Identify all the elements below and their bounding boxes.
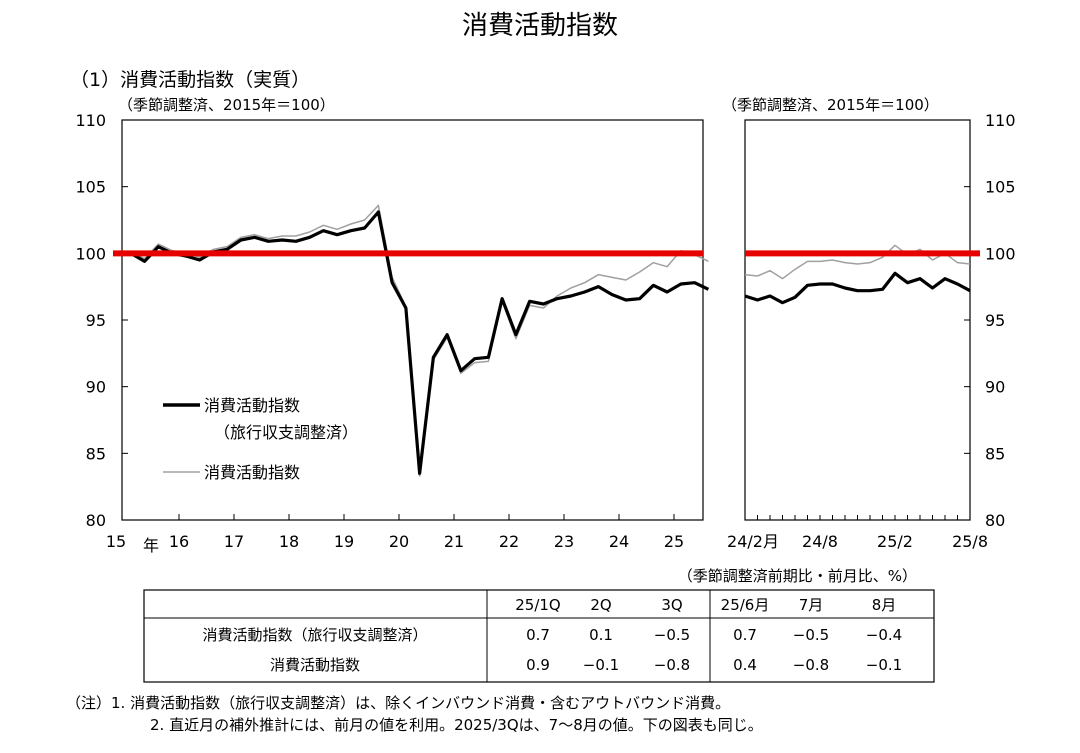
x-tick-label-left: 21	[444, 532, 464, 551]
table-cell: 0.1	[589, 626, 613, 644]
y-tick-label-right: 105	[985, 178, 1016, 197]
x-tick-label-right: 24/8	[802, 532, 838, 551]
table-cell: 0.7	[733, 626, 757, 644]
table-cell: −0.8	[793, 656, 829, 674]
x-tick-label-left: 16	[169, 532, 189, 551]
table-cell: −0.1	[866, 656, 902, 674]
y-tick-label-left: 80	[86, 511, 106, 530]
chart-subtitle: （1）消費活動指数（実質）	[70, 69, 310, 91]
x-year-unit-label: 年	[143, 536, 159, 555]
table-cell: −0.5	[654, 626, 690, 644]
y-tick-label-right: 90	[985, 378, 1005, 397]
y-tick-label-left: 95	[86, 311, 106, 330]
table-unit-label: （季節調整済前期比・前月比、%）	[678, 567, 917, 585]
table-header-cell: 25/1Q	[515, 596, 561, 614]
unit-label-right: （季節調整済、2015年＝100）	[722, 96, 939, 114]
series-left-panel	[130, 204, 710, 477]
y-tick-label-left: 85	[86, 444, 106, 463]
series-line-bold	[744, 271, 971, 305]
x-tick-label-right: 24/2月	[727, 532, 779, 551]
table-header-cell: 2Q	[590, 596, 611, 614]
table-header-cell: 25/6月	[721, 596, 770, 614]
x-tick-label-left: 24	[609, 532, 629, 551]
table-cell: 0.7	[526, 626, 550, 644]
note-2: 2. 直近月の補外推計には、前月の値を利用。2025/3Qは、7～8月の値。下の…	[150, 716, 763, 734]
y-tick-label-right: 85	[985, 444, 1005, 463]
x-tick-label-left: 19	[334, 532, 354, 551]
legend-label-bold-line1: 消費活動指数	[204, 396, 300, 415]
note-1: （注）1. 消費活動指数（旅行収支調整済）は、除くインバウンド消費・含むアウトバ…	[66, 694, 730, 712]
x-tick-label-left: 17	[224, 532, 244, 551]
table-row-label: 消費活動指数（旅行収支調整済）	[202, 626, 427, 644]
x-tick-label-left: 20	[389, 532, 409, 551]
y-tick-label-right: 80	[985, 511, 1005, 530]
table-header-cell: 8月	[872, 596, 897, 614]
series-line-gray	[744, 244, 971, 280]
y-tick-label-right: 110	[985, 111, 1016, 130]
table-cell: −0.5	[793, 626, 829, 644]
x-axis-left: 15 16 17 18 19 20 21 22 23 24 25	[106, 514, 684, 551]
table-cell: 0.4	[733, 656, 757, 674]
table-border	[143, 589, 935, 683]
table-row-label: 消費活動指数	[270, 656, 360, 674]
x-tick-label-right: 25/2	[877, 532, 913, 551]
table-cell: −0.1	[583, 656, 619, 674]
series-line-gray	[130, 204, 709, 477]
left-plot-frame	[121, 119, 704, 521]
y-tick-label-left: 105	[75, 178, 106, 197]
x-tick-label-left: 15	[106, 532, 126, 551]
right-plot-frame	[744, 119, 971, 521]
legend-label-bold-line2: （旅行収支調整済）	[214, 423, 358, 442]
y-tick-label-left: 90	[86, 378, 106, 397]
y-tick-label-left: 100	[75, 244, 106, 263]
series-line-bold	[130, 210, 710, 475]
x-tick-label-left: 18	[279, 532, 299, 551]
x-tick-label-left: 25	[664, 532, 684, 551]
page-title: 消費活動指数	[462, 11, 618, 41]
table-header-cell: 3Q	[661, 596, 682, 614]
y-axis-left: 80 85 90 95 100 105 110	[75, 111, 128, 530]
y-axis-right: 80 85 90 95 100 105 110	[964, 111, 1016, 530]
y-tick-label-right: 95	[985, 311, 1005, 330]
series-right-panel	[744, 244, 971, 305]
legend: 消費活動指数 （旅行収支調整済） 消費活動指数	[163, 396, 358, 482]
table-cell: 0.9	[526, 656, 550, 674]
x-axis-right: 24/2月 24/8 25/2 25/8	[727, 515, 988, 551]
x-tick-label-left: 23	[554, 532, 574, 551]
table-cell: −0.4	[866, 626, 902, 644]
table-header-cell: 7月	[799, 596, 824, 614]
y-tick-label-right: 100	[985, 244, 1016, 263]
y-tick-label-left: 110	[75, 111, 106, 130]
unit-label-left: （季節調整済、2015年＝100）	[118, 96, 335, 114]
x-tick-label-left: 22	[499, 532, 519, 551]
table-cell: −0.8	[654, 656, 690, 674]
legend-label-gray: 消費活動指数	[204, 463, 300, 482]
x-tick-label-right: 25/8	[952, 532, 988, 551]
